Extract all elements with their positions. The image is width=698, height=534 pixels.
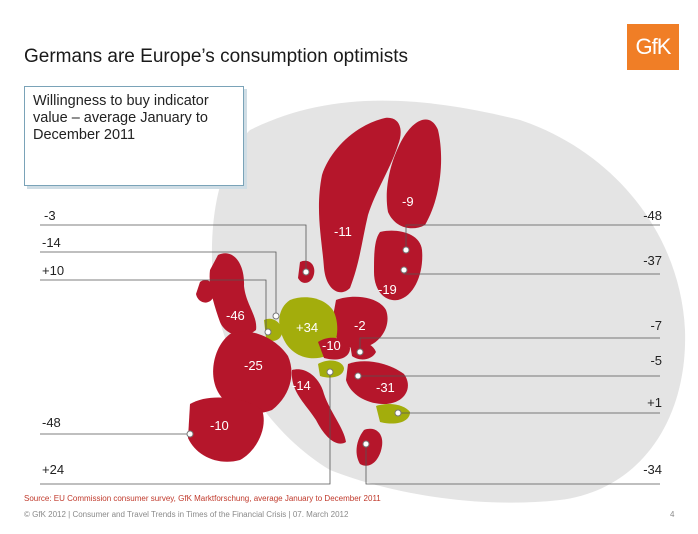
country-sweden — [318, 117, 401, 293]
legend-box: Willingness to buy indicator value – ave… — [24, 86, 244, 186]
label-finland: -9 — [402, 194, 414, 209]
label-france: -25 — [244, 358, 263, 373]
footer-copyright: © GfK 2012 | Consumer and Travel Trends … — [24, 510, 349, 519]
label-uk: -46 — [226, 308, 245, 323]
callout-left-3: +10 — [42, 263, 65, 278]
callout-right-3: -7 — [650, 318, 662, 333]
country-greece — [356, 428, 383, 466]
label-baltic: -19 — [378, 282, 397, 297]
callout-left-1: -3 — [44, 208, 56, 223]
country-france — [213, 331, 292, 414]
label-czech: -10 — [322, 338, 341, 353]
country-bulgaria — [376, 404, 410, 424]
label-sweden: -11 — [334, 224, 352, 239]
country-baltic — [374, 230, 423, 301]
callout-right-6: -34 — [643, 462, 662, 477]
callout-left-5: +24 — [42, 462, 65, 477]
country-italy — [291, 369, 346, 444]
country-uk — [209, 253, 257, 336]
label-germany: +34 — [296, 320, 318, 335]
callout-right-1: -48 — [643, 208, 662, 223]
callout-right-2: -37 — [643, 253, 662, 268]
page-title: Germans are Europe’s consumption optimis… — [24, 46, 409, 67]
label-italy: -14 — [292, 378, 311, 393]
callout-dots — [186, 246, 410, 448]
page-number: 4 — [670, 510, 675, 519]
callout-right-5: +1 — [647, 395, 662, 410]
background-landmass — [211, 100, 686, 503]
country-ireland — [196, 279, 215, 303]
callout-lines — [40, 224, 660, 485]
country-czech — [318, 337, 350, 360]
label-poland: -2 — [354, 318, 366, 333]
label-hungary-romania: -31 — [376, 380, 395, 395]
callout-left-2: -14 — [42, 235, 61, 250]
label-spain: -10 — [210, 418, 229, 433]
gfk-logo: GfK — [627, 24, 679, 70]
country-finland — [386, 119, 442, 229]
country-hungary-romania — [346, 361, 408, 404]
country-spain — [188, 397, 264, 462]
callout-right-4: -5 — [650, 353, 662, 368]
country-poland — [332, 296, 388, 349]
callout-left-4: -48 — [42, 415, 61, 430]
source-note: Source: EU Commission consumer survey, G… — [24, 494, 381, 503]
